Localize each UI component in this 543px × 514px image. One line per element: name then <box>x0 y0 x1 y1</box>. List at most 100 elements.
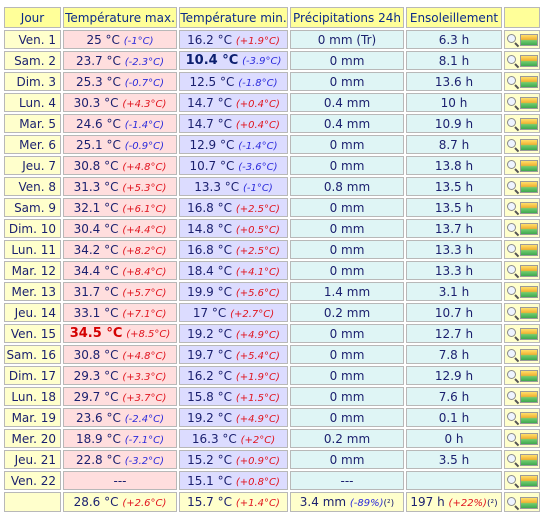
table-row: Mar. 12 34.4 °C (+8.4°C) 18.4 °C (+4.1°C) 0… <box>4 261 540 280</box>
magnifier-icon[interactable] <box>506 412 519 424</box>
sparkline-chart-icon[interactable] <box>519 328 538 340</box>
sparkline-chart-icon[interactable] <box>519 181 538 193</box>
magnifier-icon[interactable] <box>506 34 519 46</box>
summary-tmax: 28.6 °C (+2.6°C) <box>63 492 177 512</box>
magnifier-icon[interactable] <box>506 475 519 487</box>
sparkline-chart-icon[interactable] <box>519 307 538 319</box>
sun-cell: 8.1 h <box>406 51 502 70</box>
magnifier-icon[interactable] <box>506 265 519 277</box>
magnifier-icon[interactable] <box>506 328 519 340</box>
sparkline-chart-icon[interactable] <box>519 391 538 403</box>
magnifier-icon[interactable] <box>506 97 519 109</box>
precip-cell: 0 mm <box>290 387 404 406</box>
tmax-cell: 29.3 °C (+3.3°C) <box>63 366 177 385</box>
magnifier-icon[interactable] <box>506 202 519 214</box>
tmax-value: 23.6 °C <box>75 410 121 425</box>
table-row: Dim. 10 30.4 °C (+4.4°C) 14.8 °C (+0.5°C) 0… <box>4 219 540 238</box>
tmax-value: 25.3 °C <box>75 74 121 89</box>
magnifier-icon[interactable] <box>506 307 519 319</box>
sparkline-chart-icon[interactable] <box>519 202 538 214</box>
precip-cell: 0 mm <box>290 345 404 364</box>
header-tmin[interactable]: Température min. <box>179 7 288 28</box>
row-icons <box>504 219 540 238</box>
magnifier-icon[interactable] <box>506 76 519 88</box>
magnifier-icon[interactable] <box>506 286 519 298</box>
tmin-anomaly: (+2.5°C) <box>235 245 280 257</box>
header-precip[interactable]: Précipitations 24h <box>290 7 404 28</box>
magnifier-icon[interactable] <box>506 391 519 403</box>
tmin-cell: 14.7 °C (+0.4°C) <box>179 93 288 112</box>
tmax-anomaly: (+3.3°C) <box>122 371 167 383</box>
sparkline-chart-icon[interactable] <box>519 265 538 277</box>
tmin-value: 19.2 °C <box>187 410 232 425</box>
tmin-value: 14.8 °C <box>187 221 232 236</box>
sparkline-chart-icon[interactable] <box>519 475 538 487</box>
sparkline-chart-icon[interactable] <box>519 412 538 424</box>
tmin-cell: 15.1 °C (+0.8°C) <box>179 471 288 490</box>
sparkline-chart-icon[interactable] <box>519 118 538 130</box>
sparkline-chart-icon[interactable] <box>519 433 538 445</box>
summary-row: 28.6 °C (+2.6°C) 15.7 °C (+1.4°C) 3.4 mm… <box>4 492 540 512</box>
tmax-value: 29.3 °C <box>73 368 119 383</box>
day-cell: Mer. 20 <box>4 429 61 448</box>
sun-cell: 13.7 h <box>406 219 502 238</box>
magnifier-icon[interactable] <box>506 433 519 445</box>
sparkline-chart-icon[interactable] <box>519 76 538 88</box>
magnifier-icon[interactable] <box>506 349 519 361</box>
tmax-cell: 30.4 °C (+4.4°C) <box>63 219 177 238</box>
tmin-anomaly: (+4.9°C) <box>235 329 280 341</box>
tmin-value: 16.8 °C <box>187 242 232 257</box>
table-row: Dim. 17 29.3 °C (+3.3°C) 16.2 °C (+1.9°C) 0… <box>4 366 540 385</box>
sparkline-chart-icon[interactable] <box>519 97 538 109</box>
magnifier-icon[interactable] <box>506 139 519 151</box>
precip-cell: 0 mm <box>290 135 404 154</box>
header-tmax[interactable]: Température max. <box>63 7 177 28</box>
table-row: Mer. 13 31.7 °C (+5.7°C) 19.9 °C (+5.6°C) 1… <box>4 282 540 301</box>
tmin-anomaly: (-3.9°C) <box>242 56 282 67</box>
sparkline-chart-icon[interactable] <box>519 244 538 256</box>
magnifier-icon[interactable] <box>506 496 519 509</box>
tmax-anomaly: (+8.5°C) <box>126 329 171 340</box>
sparkline-chart-icon[interactable] <box>519 55 538 67</box>
magnifier-icon[interactable] <box>506 118 519 130</box>
header-sun[interactable]: Ensoleillement <box>406 7 502 28</box>
magnifier-icon[interactable] <box>506 244 519 256</box>
sun-cell: 7.8 h <box>406 345 502 364</box>
tmax-anomaly: (-7.1°C) <box>124 434 165 446</box>
sparkline-chart-icon[interactable] <box>519 454 538 466</box>
row-icons <box>504 408 540 427</box>
sun-cell <box>406 471 502 490</box>
table-row: Mer. 20 18.9 °C (-7.1°C) 16.3 °C (+2°C) 0.2… <box>4 429 540 448</box>
table-row: Lun. 4 30.3 °C (+4.3°C) 14.7 °C (+0.4°C) 0.… <box>4 93 540 112</box>
tmax-value: 24.6 °C <box>75 116 121 131</box>
sparkline-chart-icon[interactable] <box>519 34 538 46</box>
sparkline-chart-icon[interactable] <box>519 349 538 361</box>
summary-sun-note: (²) <box>486 499 498 509</box>
sun-cell: 13.6 h <box>406 72 502 91</box>
row-icons <box>504 240 540 259</box>
magnifier-icon[interactable] <box>506 454 519 466</box>
sparkline-chart-icon[interactable] <box>519 160 538 172</box>
precip-cell: 0 mm <box>290 450 404 469</box>
tmin-anomaly: (+0.9°C) <box>235 455 280 467</box>
sparkline-chart-icon[interactable] <box>519 223 538 235</box>
tmax-cell: 33.1 °C (+7.1°C) <box>63 303 177 322</box>
sparkline-chart-icon[interactable] <box>519 370 538 382</box>
precip-cell: 0.4 mm <box>290 93 404 112</box>
magnifier-icon[interactable] <box>506 55 519 67</box>
header-day[interactable]: Jour <box>4 7 61 28</box>
tmax-value: 31.3 °C <box>73 179 119 194</box>
tmax-cell: --- <box>63 471 177 490</box>
tmin-cell: 16.8 °C (+2.5°C) <box>179 198 288 217</box>
day-cell: Dim. 17 <box>4 366 61 385</box>
magnifier-icon[interactable] <box>506 181 519 193</box>
sparkline-chart-icon[interactable] <box>519 496 538 509</box>
sparkline-chart-icon[interactable] <box>519 139 538 151</box>
magnifier-icon[interactable] <box>506 223 519 235</box>
tmin-value: 16.2 °C <box>187 368 232 383</box>
header-icons <box>504 7 540 28</box>
tmax-cell: 29.7 °C (+3.7°C) <box>63 387 177 406</box>
magnifier-icon[interactable] <box>506 160 519 172</box>
magnifier-icon[interactable] <box>506 370 519 382</box>
sparkline-chart-icon[interactable] <box>519 286 538 298</box>
